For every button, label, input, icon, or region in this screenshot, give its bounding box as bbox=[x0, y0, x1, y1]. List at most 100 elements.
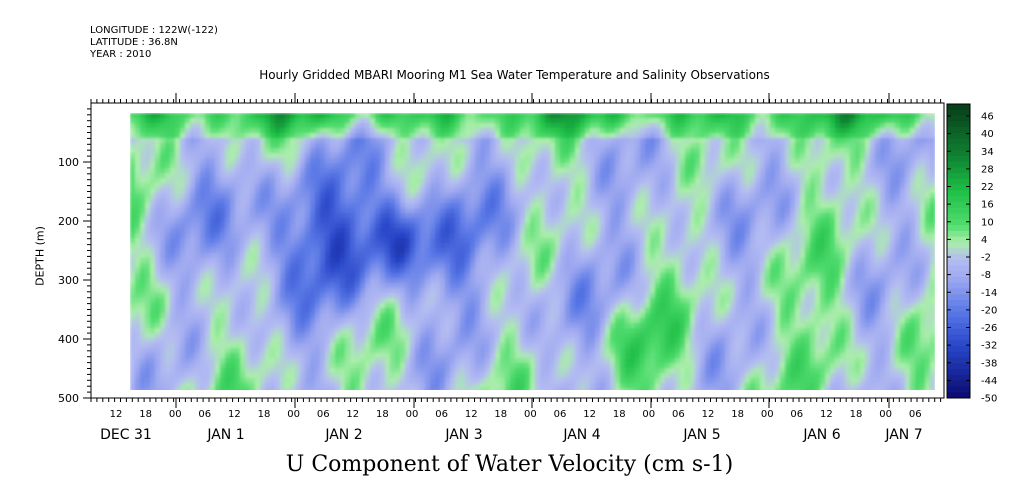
heatmap-cell bbox=[865, 158, 871, 164]
heatmap-cell bbox=[355, 178, 361, 184]
heatmap-cell bbox=[815, 148, 821, 154]
heatmap-cell bbox=[810, 188, 816, 194]
heatmap-cell bbox=[200, 128, 206, 134]
heatmap-cell bbox=[215, 248, 221, 254]
heatmap-cell bbox=[615, 253, 621, 259]
heatmap-cell bbox=[485, 238, 491, 244]
heatmap-cell bbox=[330, 223, 336, 229]
heatmap-cell bbox=[760, 188, 766, 194]
heatmap-cell bbox=[185, 208, 191, 214]
heatmap-cell bbox=[405, 193, 411, 199]
heatmap-cell bbox=[520, 113, 526, 119]
heatmap-cell bbox=[525, 228, 531, 234]
heatmap-cell bbox=[510, 223, 516, 229]
heatmap-cell bbox=[475, 113, 481, 119]
heatmap-cell bbox=[835, 218, 841, 224]
heatmap-cell bbox=[685, 128, 691, 134]
heatmap-cell bbox=[920, 168, 926, 174]
heatmap-cell bbox=[835, 138, 841, 144]
heatmap-cell bbox=[475, 168, 481, 174]
heatmap-cell bbox=[405, 203, 411, 209]
heatmap-cell bbox=[150, 193, 156, 199]
heatmap-cell bbox=[560, 203, 566, 209]
heatmap-cell bbox=[865, 143, 871, 149]
heatmap-cell bbox=[385, 258, 391, 264]
heatmap-cell bbox=[385, 193, 391, 199]
heatmap-cell bbox=[470, 203, 476, 209]
heatmap-cell bbox=[320, 143, 326, 149]
heatmap-cell bbox=[570, 183, 576, 189]
heatmap-cell bbox=[380, 258, 386, 264]
heatmap-cell bbox=[530, 203, 536, 209]
heatmap-cell bbox=[445, 128, 451, 134]
heatmap-cell bbox=[830, 253, 836, 259]
heatmap-cell bbox=[635, 253, 641, 259]
heatmap-cell bbox=[735, 233, 741, 239]
heatmap-cell bbox=[355, 203, 361, 209]
heatmap-cell bbox=[590, 183, 596, 189]
heatmap-cell bbox=[605, 133, 611, 139]
heatmap-cell bbox=[660, 218, 666, 224]
heatmap-cell bbox=[275, 243, 281, 249]
heatmap-cell bbox=[395, 163, 401, 169]
heatmap-cell bbox=[650, 138, 656, 144]
heatmap-cell bbox=[490, 238, 496, 244]
heatmap-cell bbox=[635, 258, 641, 264]
heatmap-cell bbox=[875, 258, 881, 264]
heatmap-cell bbox=[870, 208, 876, 214]
heatmap-cell bbox=[380, 248, 386, 254]
heatmap-cell bbox=[495, 153, 501, 159]
heatmap-cell bbox=[890, 213, 896, 219]
heatmap-cell bbox=[790, 178, 796, 184]
heatmap-cell bbox=[600, 203, 606, 209]
heatmap-cell bbox=[130, 268, 136, 274]
heatmap-cell bbox=[180, 118, 186, 124]
heatmap-cell bbox=[820, 238, 826, 244]
heatmap-cell bbox=[590, 188, 596, 194]
heatmap-cell bbox=[220, 233, 226, 239]
heatmap-cell bbox=[310, 243, 316, 249]
heatmap-cell bbox=[205, 218, 211, 224]
heatmap-cell bbox=[700, 218, 706, 224]
heatmap-cell bbox=[360, 258, 366, 264]
heatmap-cell bbox=[195, 178, 201, 184]
heatmap-cell bbox=[155, 258, 161, 264]
heatmap-cell bbox=[860, 168, 866, 174]
heatmap-cell bbox=[670, 218, 676, 224]
heatmap-cell bbox=[275, 238, 281, 244]
heatmap-cell bbox=[710, 193, 716, 199]
heatmap-cell bbox=[655, 233, 661, 239]
heatmap-cell bbox=[280, 238, 286, 244]
heatmap-cell bbox=[445, 178, 451, 184]
heatmap-cell bbox=[370, 148, 376, 154]
heatmap-cell bbox=[495, 158, 501, 164]
heatmap-cell bbox=[510, 183, 516, 189]
heatmap-cell bbox=[880, 148, 886, 154]
heatmap-cell bbox=[485, 258, 491, 264]
heatmap-cell bbox=[710, 243, 716, 249]
heatmap-cell bbox=[845, 168, 851, 174]
heatmap-cell bbox=[140, 123, 146, 129]
heatmap-cell bbox=[230, 238, 236, 244]
heatmap-cell bbox=[250, 118, 256, 124]
heatmap-cell bbox=[615, 168, 621, 174]
heatmap-cell bbox=[780, 113, 786, 119]
heatmap-cell bbox=[315, 188, 321, 194]
heatmap-cell bbox=[535, 263, 541, 269]
heatmap-cell bbox=[350, 138, 356, 144]
heatmap-cell bbox=[655, 248, 661, 254]
heatmap-cell bbox=[405, 123, 411, 129]
heatmap-cell bbox=[605, 243, 611, 249]
heatmap-cell bbox=[500, 143, 506, 149]
heatmap-cell bbox=[225, 213, 231, 219]
heatmap-cell bbox=[660, 208, 666, 214]
heatmap-cell bbox=[905, 203, 911, 209]
heatmap-cell bbox=[575, 248, 581, 254]
heatmap-cell bbox=[155, 113, 161, 119]
heatmap-cell bbox=[325, 243, 331, 249]
heatmap-cell bbox=[570, 178, 576, 184]
heatmap-cell bbox=[590, 253, 596, 259]
heatmap-cell bbox=[440, 238, 446, 244]
heatmap-cell bbox=[295, 168, 301, 174]
heatmap-cell bbox=[620, 128, 626, 134]
